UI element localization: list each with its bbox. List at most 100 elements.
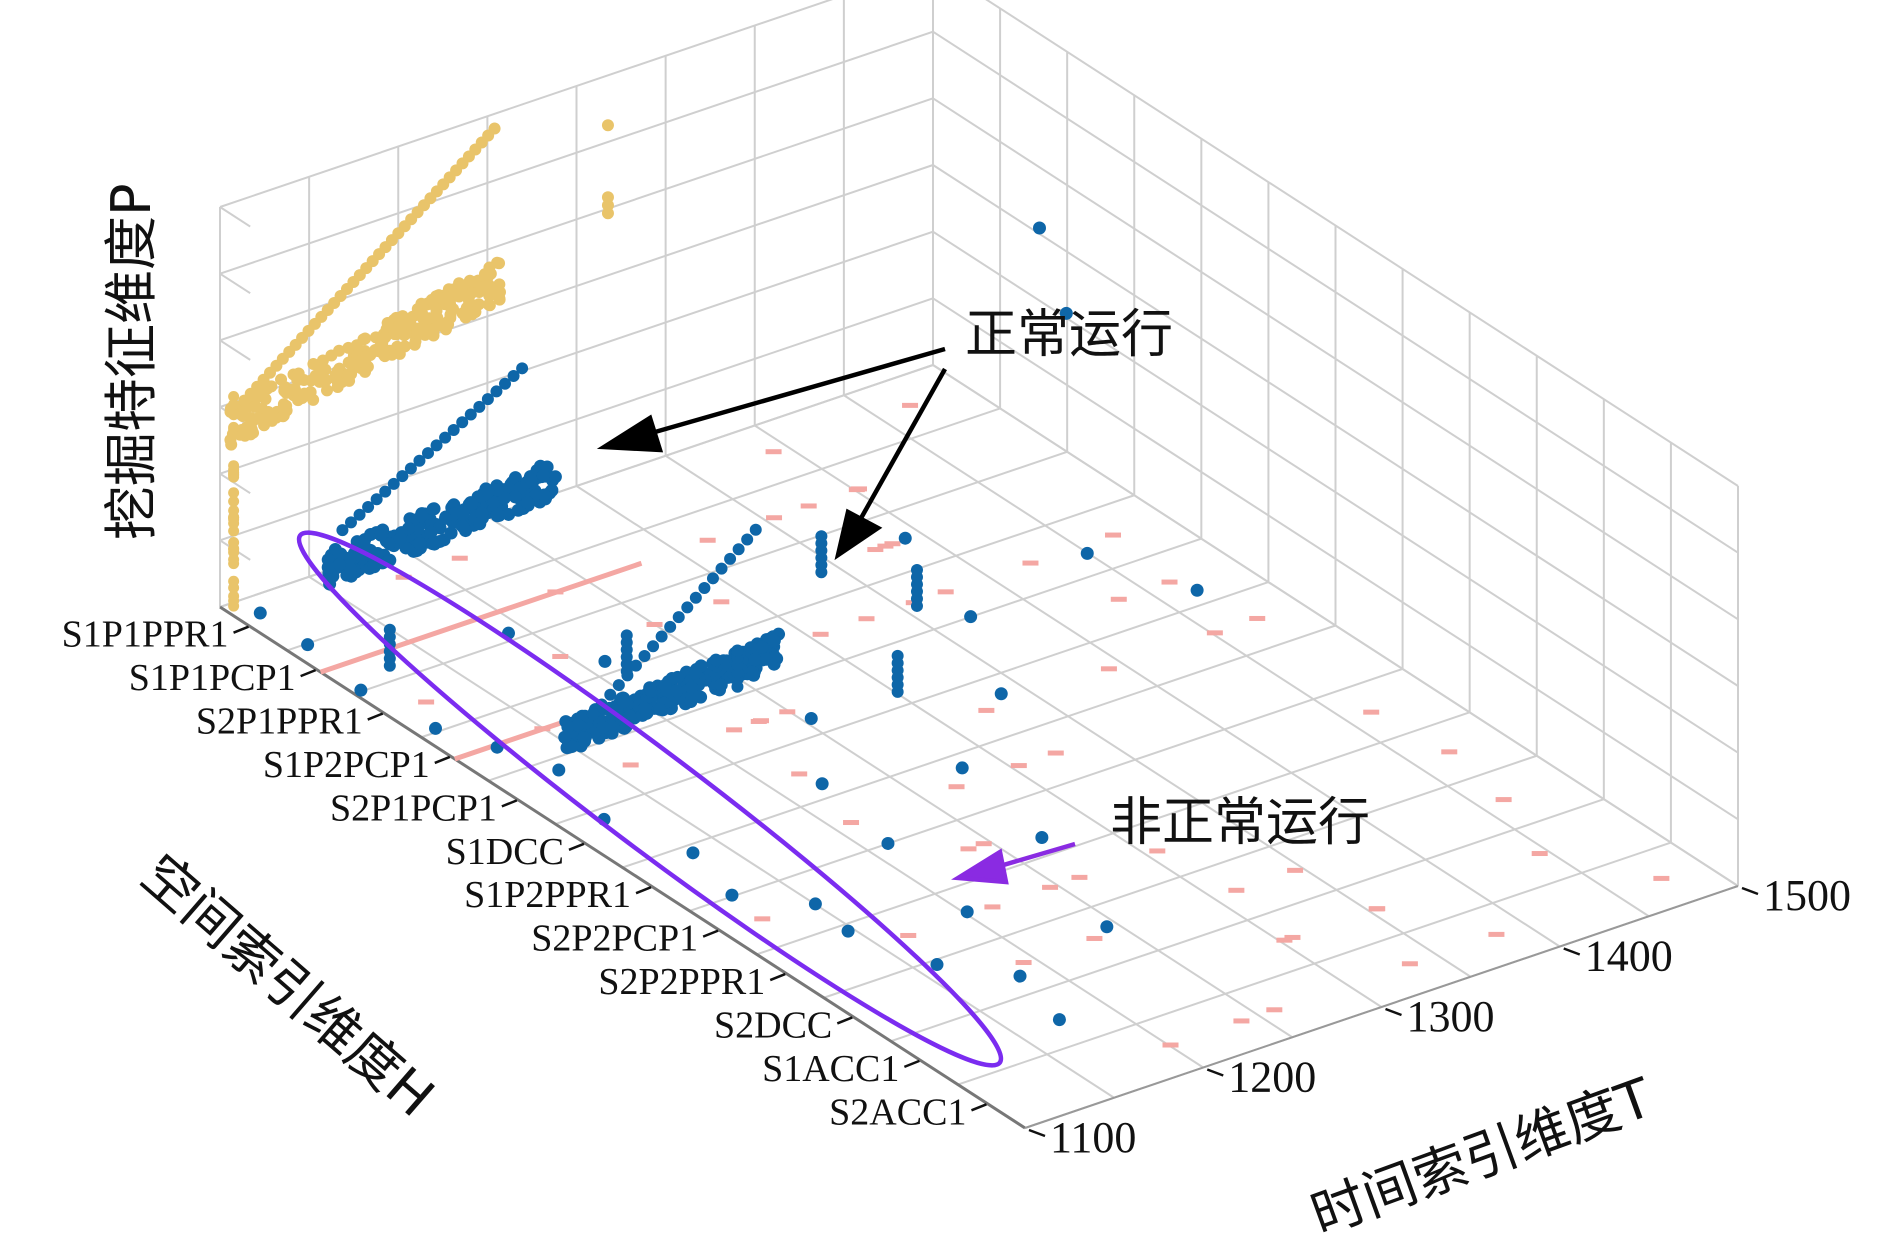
blue-point [724, 552, 737, 565]
t-axis-line [1024, 885, 1739, 1129]
blue-point [537, 488, 551, 502]
y-axis-title: 空间索引维度H [129, 842, 446, 1129]
orange-point [228, 546, 240, 558]
blue-point [755, 640, 769, 654]
grid-line-left-h [219, 339, 251, 361]
orange-point [488, 122, 501, 135]
pink-point [1284, 934, 1301, 940]
pink-point [978, 707, 995, 713]
blue-point [404, 462, 417, 475]
pink-point [867, 547, 884, 553]
orange-point [228, 575, 240, 587]
pink-point [754, 916, 771, 922]
grid-line-left-h [219, 472, 251, 495]
blue-point [344, 551, 358, 565]
blue-point [473, 400, 486, 413]
h-tick-mark [233, 625, 250, 634]
orange-point [236, 409, 249, 422]
orange-point [482, 298, 495, 311]
blue-point [456, 507, 470, 521]
orange-point [224, 434, 237, 447]
orange-point [601, 119, 614, 132]
normal-arrow-2 [858, 367, 947, 522]
pink-point [1010, 763, 1027, 769]
blue-point [620, 629, 633, 642]
pink-point [812, 631, 829, 637]
blue-point [715, 562, 728, 575]
normal-arrows [596, 346, 947, 561]
orange-point [228, 505, 240, 517]
pink-point [1086, 935, 1103, 941]
t-tick-label: 1500 [1763, 871, 1851, 920]
blue-point [507, 370, 520, 383]
grid-line-left-h [219, 272, 251, 295]
blue-point [490, 509, 504, 523]
blue-point [387, 477, 400, 490]
blue-point [413, 536, 427, 550]
pink-point [1105, 532, 1122, 538]
blue-point [604, 688, 617, 701]
orange-point [478, 268, 491, 281]
blue-point [960, 905, 974, 919]
orange-point [415, 297, 428, 310]
pink-point [1162, 1042, 1179, 1048]
orange-point [228, 421, 240, 433]
blue-point [456, 416, 469, 429]
blue-point [689, 666, 703, 680]
h-tick-mark [300, 668, 317, 678]
grid-line-left-h [219, 206, 251, 228]
orange-point [298, 387, 311, 400]
pink-point [1368, 906, 1385, 912]
orange-point [248, 400, 261, 413]
orange-point [314, 365, 327, 378]
normal-arrow-2-head [834, 508, 883, 561]
t-tick-mark [1563, 947, 1581, 956]
blue-point [447, 423, 460, 436]
orange-point [247, 414, 260, 427]
grid-line-right-h [932, 30, 1739, 554]
pink-point [1495, 797, 1512, 803]
blue-point [321, 560, 335, 574]
pink-point [766, 515, 783, 521]
orange-point [333, 344, 346, 357]
normal-arrow-1 [647, 346, 946, 437]
blue-point [456, 520, 470, 534]
orange-point [266, 414, 279, 427]
pink-point [418, 699, 435, 705]
pink-point [1233, 1018, 1250, 1024]
orange-point [345, 357, 358, 370]
pink-point [750, 718, 767, 724]
h-tick-label: S2P2PPR1 [598, 961, 765, 1003]
blue-point [429, 721, 443, 735]
blue-point [767, 634, 781, 648]
pink-point [858, 616, 875, 622]
blue-point [891, 649, 904, 662]
grid-line-floor-t [486, 515, 1293, 1039]
blue-point [536, 469, 550, 483]
orange-point [288, 383, 301, 396]
blue-point [732, 543, 745, 556]
orange-point [381, 317, 394, 330]
h-tick-label: S1P1PCP1 [129, 657, 296, 699]
h-tick-label: S2P2PCP1 [531, 918, 698, 960]
blue-point [898, 531, 912, 545]
pink-point [1531, 851, 1548, 857]
t-tick-label: 1200 [1228, 1053, 1316, 1102]
grid-line-right-h [932, 364, 1739, 887]
blue-point [655, 630, 668, 643]
blue-point [552, 763, 566, 777]
blue-point [759, 652, 773, 666]
t-tick-label: 1400 [1585, 932, 1673, 981]
h-tick-mark [501, 799, 518, 808]
blue-point [647, 640, 660, 653]
blue-point [444, 526, 458, 540]
blue-point [1190, 583, 1204, 597]
annotation-abnormal: 非正常运行 [1110, 793, 1370, 853]
blue-point [301, 638, 315, 652]
orange-point [601, 207, 614, 220]
orange-point [478, 280, 491, 293]
blue-point [1013, 969, 1027, 983]
t-tick-mark [1206, 1068, 1224, 1077]
orange-point [434, 319, 447, 332]
